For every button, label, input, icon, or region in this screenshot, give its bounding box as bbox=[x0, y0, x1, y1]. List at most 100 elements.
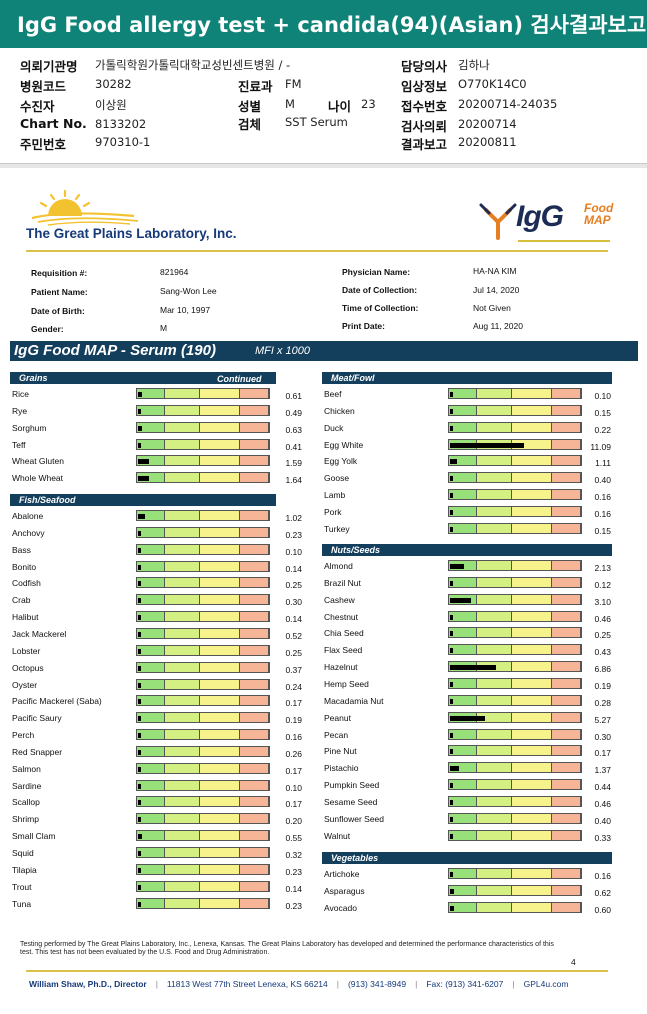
result-bar bbox=[136, 762, 270, 774]
field-label: 병원코드 bbox=[20, 79, 67, 94]
range-zone bbox=[239, 595, 269, 605]
result-bar bbox=[448, 522, 582, 534]
food-row: Macadamia Nut 0.28 bbox=[324, 693, 614, 710]
range-zone bbox=[551, 405, 581, 415]
result-value: 1.59 bbox=[285, 458, 302, 469]
result-bar-fill bbox=[138, 884, 141, 890]
range-zone bbox=[476, 796, 513, 806]
range-zone bbox=[449, 577, 477, 587]
food-name: Crab bbox=[12, 595, 31, 606]
range-zone bbox=[164, 628, 201, 638]
result-bar-fill bbox=[450, 648, 453, 654]
panel-unit: MFI x 1000 bbox=[255, 345, 311, 357]
range-zone bbox=[164, 645, 201, 655]
range-zone bbox=[476, 456, 513, 466]
result-value: 0.16 bbox=[594, 871, 611, 881]
range-zone bbox=[449, 695, 477, 705]
food-row: Avocado 0.60 bbox=[324, 900, 614, 917]
result-bar-fill bbox=[138, 766, 141, 772]
result-value: 3.10 bbox=[594, 596, 611, 607]
range-zone bbox=[164, 814, 201, 824]
range-zone bbox=[551, 729, 581, 739]
result-bar-fill bbox=[450, 564, 465, 569]
range-zone bbox=[449, 885, 477, 895]
result-bar bbox=[448, 812, 582, 824]
range-zone bbox=[476, 628, 513, 638]
food-row: Teff 0.41 bbox=[12, 437, 302, 454]
range-zone bbox=[512, 506, 552, 516]
result-bar-fill bbox=[138, 800, 141, 806]
range-zone bbox=[200, 881, 240, 891]
range-zone bbox=[200, 898, 240, 908]
food-row: Egg White 11.09 bbox=[324, 437, 614, 454]
range-zone bbox=[512, 645, 552, 655]
food-row: Cashew 3.10 bbox=[324, 592, 614, 609]
gender-value: M bbox=[160, 323, 168, 333]
result-bar bbox=[448, 795, 582, 807]
field-value: 이상원 bbox=[95, 98, 127, 112]
igg-logo-text: IgG bbox=[516, 200, 564, 233]
range-zone bbox=[164, 405, 201, 415]
range-zone bbox=[200, 696, 240, 706]
food-row: Sunflower Seed 0.40 bbox=[324, 811, 614, 828]
range-zone bbox=[551, 490, 581, 500]
food-row: Chestnut 0.46 bbox=[324, 609, 614, 626]
range-zone bbox=[164, 797, 201, 807]
logo-underline bbox=[518, 240, 610, 242]
range-zone bbox=[137, 730, 165, 740]
food-name: Squid bbox=[12, 848, 34, 858]
result-bar bbox=[448, 762, 582, 774]
result-bar bbox=[136, 510, 270, 521]
range-zone bbox=[164, 389, 201, 398]
range-zone bbox=[137, 713, 165, 723]
range-zone bbox=[200, 628, 240, 638]
food-name: Chia Seed bbox=[324, 628, 364, 639]
food-row: Scallop 0.17 bbox=[12, 794, 302, 811]
collection-time-label: Time of Collection: bbox=[342, 303, 419, 313]
range-zone bbox=[200, 422, 240, 432]
result-bar-fill bbox=[138, 733, 141, 739]
range-zone bbox=[476, 885, 513, 895]
range-zone bbox=[449, 456, 477, 466]
food-name: Hazelnut bbox=[324, 662, 358, 673]
page-separator bbox=[0, 163, 647, 168]
result-value: 0.14 bbox=[285, 563, 302, 574]
range-zone bbox=[476, 611, 513, 621]
result-value: 0.24 bbox=[285, 681, 302, 692]
food-name: Asparagus bbox=[324, 885, 365, 896]
result-bar-fill bbox=[450, 715, 486, 721]
food-name: Lamb bbox=[324, 490, 346, 501]
food-name: Almond bbox=[324, 561, 353, 571]
range-zone bbox=[239, 662, 269, 672]
range-zone bbox=[137, 595, 165, 605]
food-row: Codfish 0.25 bbox=[12, 575, 302, 592]
food-name: Sardine bbox=[12, 780, 42, 791]
website-link[interactable]: GPL4u.com bbox=[523, 979, 569, 989]
range-zone bbox=[449, 902, 477, 912]
range-zone bbox=[164, 561, 201, 571]
physician-value: HA-NA KIM bbox=[473, 266, 517, 276]
range-zone bbox=[200, 527, 240, 537]
food-row: Sorghum 0.63 bbox=[12, 420, 302, 437]
range-zone bbox=[137, 898, 165, 908]
food-name: Rye bbox=[12, 405, 28, 416]
range-zone bbox=[239, 780, 269, 790]
result-value: 0.28 bbox=[594, 697, 611, 708]
food-row: Jack Mackerel 0.52 bbox=[12, 626, 302, 643]
range-zone bbox=[512, 422, 552, 432]
patient-name-value: Sang-Won Lee bbox=[160, 286, 217, 296]
result-value: 0.14 bbox=[285, 614, 302, 625]
range-zone bbox=[449, 729, 477, 739]
range-zone bbox=[239, 473, 269, 483]
result-value: 0.37 bbox=[285, 664, 302, 675]
result-bar-fill bbox=[138, 817, 141, 823]
range-zone bbox=[200, 831, 240, 841]
range-zone bbox=[512, 389, 552, 398]
range-zone bbox=[137, 612, 165, 622]
footer-divider bbox=[26, 970, 608, 972]
result-value: 0.23 bbox=[285, 900, 302, 911]
food-name: Chicken bbox=[324, 405, 355, 416]
food-row: Pecan 0.30 bbox=[324, 727, 614, 744]
result-value: 0.32 bbox=[285, 850, 302, 860]
range-zone bbox=[200, 679, 240, 689]
